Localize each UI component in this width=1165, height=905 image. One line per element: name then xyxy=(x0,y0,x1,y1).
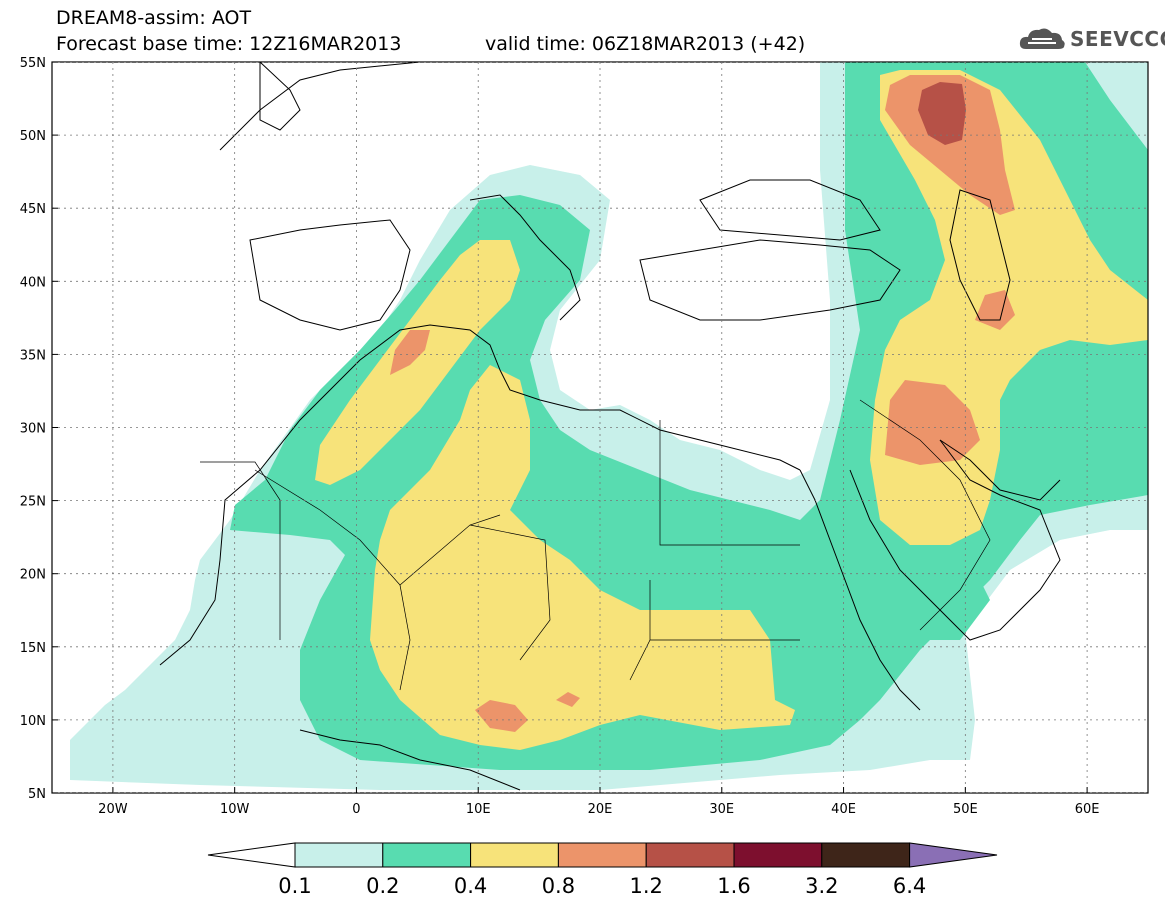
coastline-red-sea xyxy=(799,469,921,711)
seevccc-logo: SEEVCCC xyxy=(1018,25,1165,53)
borders-layer xyxy=(200,399,991,691)
coastline-uk xyxy=(259,62,301,131)
lon-label: 10W xyxy=(220,802,250,817)
aot-field-layer xyxy=(70,62,1148,790)
coastline-persian-gulf xyxy=(939,439,1061,501)
lat-label: 35N xyxy=(20,348,46,363)
lon-label: 30E xyxy=(709,802,734,817)
colorbar-label: 0.8 xyxy=(542,874,575,898)
colorbar-label: 0.1 xyxy=(278,874,311,898)
border-mauritania xyxy=(200,461,281,640)
colorbar-swatch xyxy=(645,842,735,868)
coastline-turkey xyxy=(639,239,901,321)
lat-label: 20N xyxy=(20,568,46,583)
aot-contour-0.4-sahara xyxy=(370,365,795,750)
aot-contour-1.2-russia xyxy=(918,82,966,145)
lon-label: 50E xyxy=(953,802,978,817)
cloud-icon xyxy=(1019,28,1065,49)
colorbar-swatch xyxy=(733,842,823,868)
border-algeria-mali xyxy=(254,469,501,586)
aot-level-1.2 xyxy=(918,82,966,145)
valid-time: valid time: 06Z18MAR2013 (+42) xyxy=(485,33,806,55)
latitude-labels: 55N 50N 45N 40N 35N 30N 25N 20N 15N 10N 5N xyxy=(20,56,58,802)
longitude-labels: 20W 10W 0 10E 20E 30E 40E 50E 60E xyxy=(98,787,1099,817)
lat-label: 50N xyxy=(20,129,46,144)
lat-label: 10N xyxy=(20,714,46,729)
lon-label: 10E xyxy=(466,802,491,817)
aot-contour-0.8-chad xyxy=(556,692,580,707)
lon-label: 60E xyxy=(1075,802,1100,817)
colorbar-over-triangle xyxy=(909,842,998,868)
aot-contour-0.8-algeria xyxy=(390,330,430,375)
lat-label: 15N xyxy=(20,641,46,656)
colorbar-label: 1.6 xyxy=(717,874,750,898)
lon-label: 40E xyxy=(831,802,856,817)
map-title: DREAM8-assim: AOT xyxy=(56,7,252,29)
lon-label: 20W xyxy=(98,802,128,817)
colorbar-label: 6.4 xyxy=(893,874,926,898)
colorbar-label: 0.4 xyxy=(454,874,487,898)
coastline-italy xyxy=(469,194,581,321)
coastline-caspian xyxy=(949,189,1011,321)
lat-label: 40N xyxy=(20,275,46,290)
border-libya-egypt xyxy=(659,420,800,546)
colorbar-swatch xyxy=(382,842,472,868)
lon-label: 20E xyxy=(588,802,613,817)
coastline-gulf-guinea xyxy=(299,729,521,791)
colorbar-label: 3.2 xyxy=(805,874,838,898)
lat-label: 55N xyxy=(20,56,46,71)
coastline-black-sea xyxy=(699,179,881,241)
aot-contour-0.4-nw-africa xyxy=(315,240,520,485)
colorbar: 0.1 0.2 0.4 0.8 1.2 1.6 3.2 6.4 xyxy=(207,842,998,898)
graticule xyxy=(52,62,1148,793)
lat-label: 30N xyxy=(20,422,46,437)
coastlines-layer xyxy=(159,62,1061,791)
coastline-africa-west xyxy=(159,324,801,666)
coastline-arabia xyxy=(849,439,1061,641)
aot-contour-0.8-iraq xyxy=(885,380,980,465)
colorbar-swatch xyxy=(294,842,384,868)
aot-contour-0.2-arabia xyxy=(905,570,990,640)
forecast-base-time: Forecast base time: 12Z16MAR2013 xyxy=(56,33,402,55)
lat-label: 45N xyxy=(20,202,46,217)
colorbar-swatch xyxy=(470,842,559,868)
lat-label: 5N xyxy=(28,787,46,802)
colorbar-label: 1.2 xyxy=(629,874,662,898)
aot-contour-0.8-russia xyxy=(885,75,1015,215)
lon-label: 0 xyxy=(352,802,360,817)
coastline-iberia xyxy=(249,219,411,331)
coastline-europe-north xyxy=(219,62,421,151)
colorbar-swatch xyxy=(557,842,647,868)
aot-contour-0.8-nigeria xyxy=(475,700,528,732)
lat-label: 25N xyxy=(20,495,46,510)
colorbar-swatch xyxy=(821,842,911,868)
border-saudi xyxy=(859,399,991,631)
colorbar-label: 0.2 xyxy=(366,874,399,898)
logo-text: SEEVCCC xyxy=(1070,27,1165,51)
colorbar-under-triangle xyxy=(207,842,296,868)
